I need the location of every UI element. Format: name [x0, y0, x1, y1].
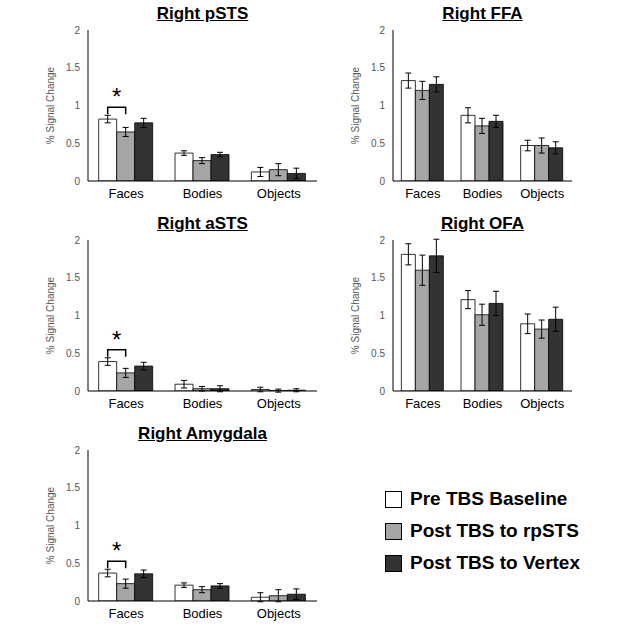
html-text:Pre TBS Baseline: Pre TBS Baseline: [410, 488, 568, 509]
svg-text:2: 2: [74, 25, 80, 36]
svg-text:Bodies: Bodies: [183, 606, 223, 621]
svg-text:*: *: [112, 537, 121, 564]
svg-text:0.5: 0.5: [66, 138, 80, 149]
svg-text:0.5: 0.5: [371, 348, 385, 359]
svg-text:Bodies: Bodies: [463, 396, 503, 411]
html-text:Right aSTS: Right aSTS: [157, 214, 248, 233]
svg-text:0: 0: [74, 386, 80, 397]
svg-text:0.5: 0.5: [371, 138, 385, 149]
svg-text:2: 2: [74, 235, 80, 246]
svg-text:Bodies: Bodies: [183, 396, 223, 411]
svg-text:Faces: Faces: [108, 186, 144, 201]
html-text:Right pSTS: Right pSTS: [156, 4, 249, 23]
svg-text:1.5: 1.5: [371, 62, 385, 73]
svg-text:Faces: Faces: [405, 396, 441, 411]
html-text:Post TBS to Vertex: Post TBS to Vertex: [410, 552, 580, 573]
svg-text:1.5: 1.5: [66, 272, 80, 283]
svg-text:Bodies: Bodies: [463, 186, 503, 201]
svg-text:0.5: 0.5: [66, 558, 80, 569]
html-text:Post TBS to rpSTS: Post TBS to rpSTS: [410, 520, 579, 541]
svg-text:1: 1: [74, 100, 80, 111]
svg-text:Faces: Faces: [108, 396, 144, 411]
svg-text:1: 1: [74, 520, 80, 531]
svg-text:0: 0: [379, 176, 385, 187]
svg-text:Objects: Objects: [257, 186, 302, 201]
svg-text:1: 1: [74, 310, 80, 321]
svg-text:2: 2: [379, 235, 385, 246]
svg-text:1.5: 1.5: [66, 482, 80, 493]
svg-text:2: 2: [74, 445, 80, 456]
svg-text:Objects: Objects: [257, 396, 302, 411]
html-text:Right OFA: Right OFA: [440, 214, 524, 233]
svg-text:*: *: [112, 326, 121, 353]
svg-text:% Signal Change: % Signal Change: [45, 66, 56, 144]
svg-text:0.5: 0.5: [66, 348, 80, 359]
svg-text:2: 2: [379, 25, 385, 36]
svg-text:Bodies: Bodies: [183, 186, 223, 201]
svg-text:% Signal Change: % Signal Change: [45, 276, 56, 354]
svg-text:% Signal Change: % Signal Change: [350, 66, 361, 144]
svg-text:Faces: Faces: [108, 606, 144, 621]
svg-text:1.5: 1.5: [371, 272, 385, 283]
svg-text:*: *: [112, 83, 121, 110]
html-text:Right FFA: Right FFA: [442, 4, 523, 23]
svg-text:0: 0: [379, 386, 385, 397]
svg-text:% Signal Change: % Signal Change: [350, 276, 361, 354]
svg-text:1.5: 1.5: [66, 62, 80, 73]
html-text:Right Amygdala: Right Amygdala: [138, 424, 267, 443]
svg-text:Objects: Objects: [520, 396, 565, 411]
svg-text:0: 0: [74, 596, 80, 607]
svg-text:0: 0: [74, 176, 80, 187]
svg-text:1: 1: [379, 310, 385, 321]
svg-text:% Signal Change: % Signal Change: [45, 486, 56, 564]
svg-text:Objects: Objects: [520, 186, 565, 201]
svg-text:Faces: Faces: [405, 186, 441, 201]
svg-text:Objects: Objects: [257, 606, 302, 621]
svg-text:1: 1: [379, 100, 385, 111]
